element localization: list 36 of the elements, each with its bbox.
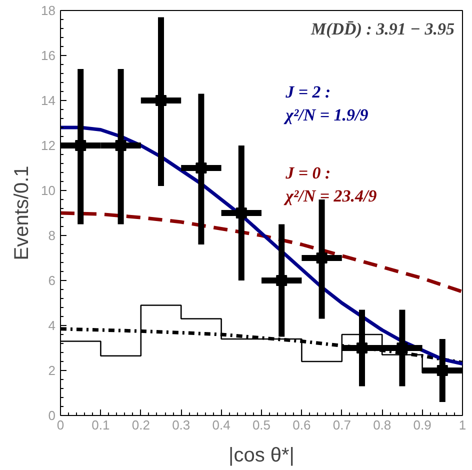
point: [276, 275, 288, 286]
text: J = 2 : χ²/N = 1.9/9: [284, 82, 369, 124]
x-tick-label: 0.4: [212, 418, 230, 432]
y-tick-label: 16: [41, 48, 56, 63]
point: [115, 140, 126, 151]
x-tick-label: 0.9: [413, 418, 432, 432]
x-tick-label: 0.7: [332, 418, 351, 432]
y-tick-label: 0: [48, 408, 56, 423]
point: [316, 252, 328, 264]
y-axis-title: Events/0.1: [11, 166, 34, 260]
point: [196, 162, 207, 174]
line-series: [60, 211, 462, 294]
y-tick-label: 12: [41, 138, 56, 153]
x-tick-label: 0.8: [373, 418, 392, 432]
y-tick-label: 6: [48, 273, 56, 288]
x-tick-label: 1: [458, 418, 466, 432]
point: [236, 208, 247, 218]
x-tick-label: 0.5: [252, 418, 271, 432]
y-tick-label: 18: [41, 3, 56, 18]
point: [396, 342, 408, 354]
y-tick-label: 8: [48, 228, 56, 243]
point: [436, 365, 448, 376]
text: J = 0 : χ²/N = 23.4/9: [284, 164, 378, 206]
point: [75, 140, 86, 151]
point: [356, 342, 368, 354]
x-tick-label: 0.2: [132, 418, 150, 432]
y-tick-label: 2: [48, 363, 56, 378]
point: [156, 95, 166, 106]
x-tick-label: 0.1: [92, 418, 110, 432]
x-tick-label: 0.3: [172, 418, 190, 432]
y-tick-label: 14: [41, 93, 56, 108]
annotation: M(DD̄) : 3.91 − 3.95: [310, 20, 455, 38]
x-axis-title: |cos θ*|: [228, 444, 294, 466]
y-tick-label: 10: [41, 183, 56, 198]
x-tick-label: 0.6: [292, 418, 311, 432]
y-tick-label: 4: [48, 318, 56, 333]
